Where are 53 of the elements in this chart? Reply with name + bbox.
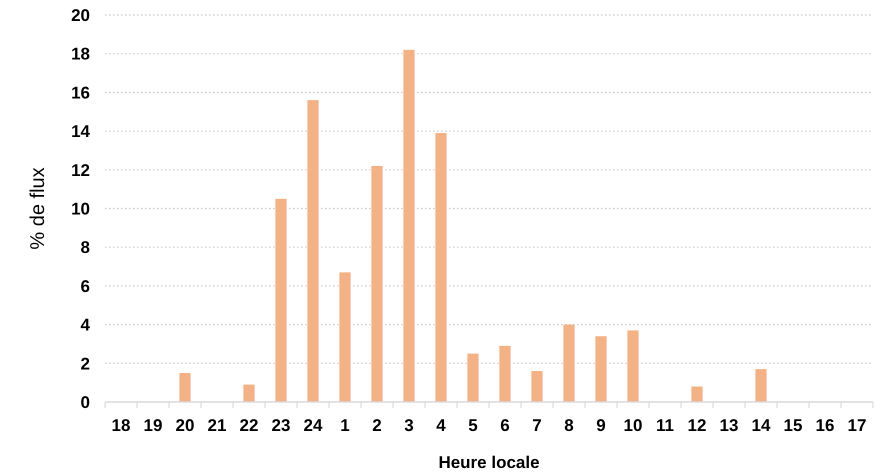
bar bbox=[627, 330, 639, 402]
x-tick-label: 21 bbox=[208, 416, 226, 435]
y-tick-label: 16 bbox=[71, 83, 90, 102]
y-tick-label: 18 bbox=[71, 44, 90, 64]
x-tick-label: 14 bbox=[752, 416, 771, 435]
x-tick-label: 10 bbox=[624, 416, 642, 435]
bar bbox=[467, 354, 479, 402]
bar bbox=[179, 372, 191, 402]
x-tick-label: 15 bbox=[784, 416, 802, 435]
x-tick-label: 22 bbox=[240, 416, 258, 435]
x-tick-label: 3 bbox=[404, 416, 414, 435]
x-tick-label: 17 bbox=[848, 416, 866, 435]
y-tick-label: 2 bbox=[80, 354, 90, 374]
x-tick-label: 1 bbox=[340, 416, 350, 435]
x-tick-label: 19 bbox=[144, 416, 162, 435]
bar bbox=[307, 100, 319, 402]
x-tick-label: 23 bbox=[272, 416, 290, 435]
x-tick-label: 16 bbox=[816, 416, 834, 435]
x-tick-label: 13 bbox=[720, 416, 738, 435]
y-tick-label: 12 bbox=[71, 160, 90, 180]
x-tick-label: 5 bbox=[468, 416, 478, 435]
bar bbox=[691, 386, 703, 402]
x-tick-label: 24 bbox=[304, 416, 323, 435]
bar bbox=[403, 50, 415, 402]
x-tick-label: 12 bbox=[688, 416, 706, 435]
x-axis-title: Heure locale bbox=[438, 453, 540, 472]
x-tick-label: 4 bbox=[436, 416, 446, 435]
x-tick-label: 7 bbox=[532, 416, 542, 435]
bar bbox=[243, 384, 255, 402]
x-tick-label: 18 bbox=[112, 416, 130, 435]
y-tick-label: 4 bbox=[80, 316, 91, 335]
y-tick-label: 20 bbox=[71, 6, 90, 25]
bar bbox=[371, 166, 383, 402]
y-tick-label: 0 bbox=[80, 392, 90, 412]
bar bbox=[755, 369, 767, 402]
bar bbox=[531, 371, 543, 402]
bar bbox=[499, 346, 511, 402]
x-tick-label: 2 bbox=[372, 416, 382, 435]
x-tick-label: 9 bbox=[596, 416, 606, 435]
x-tick-label: 20 bbox=[176, 416, 194, 435]
bar bbox=[275, 198, 287, 402]
y-tick-label: 6 bbox=[80, 276, 90, 296]
x-tick-label: 6 bbox=[500, 416, 510, 435]
bar bbox=[339, 272, 351, 402]
bar bbox=[563, 324, 575, 402]
bar bbox=[435, 133, 447, 402]
y-tick-label: 8 bbox=[80, 238, 90, 258]
x-tick-label: 11 bbox=[656, 416, 674, 435]
y-axis-title: % de flux bbox=[27, 167, 49, 250]
y-tick-label: 14 bbox=[71, 122, 91, 142]
y-tick-label: 10 bbox=[71, 199, 90, 218]
bar bbox=[595, 336, 607, 402]
x-tick-label: 8 bbox=[564, 416, 574, 435]
